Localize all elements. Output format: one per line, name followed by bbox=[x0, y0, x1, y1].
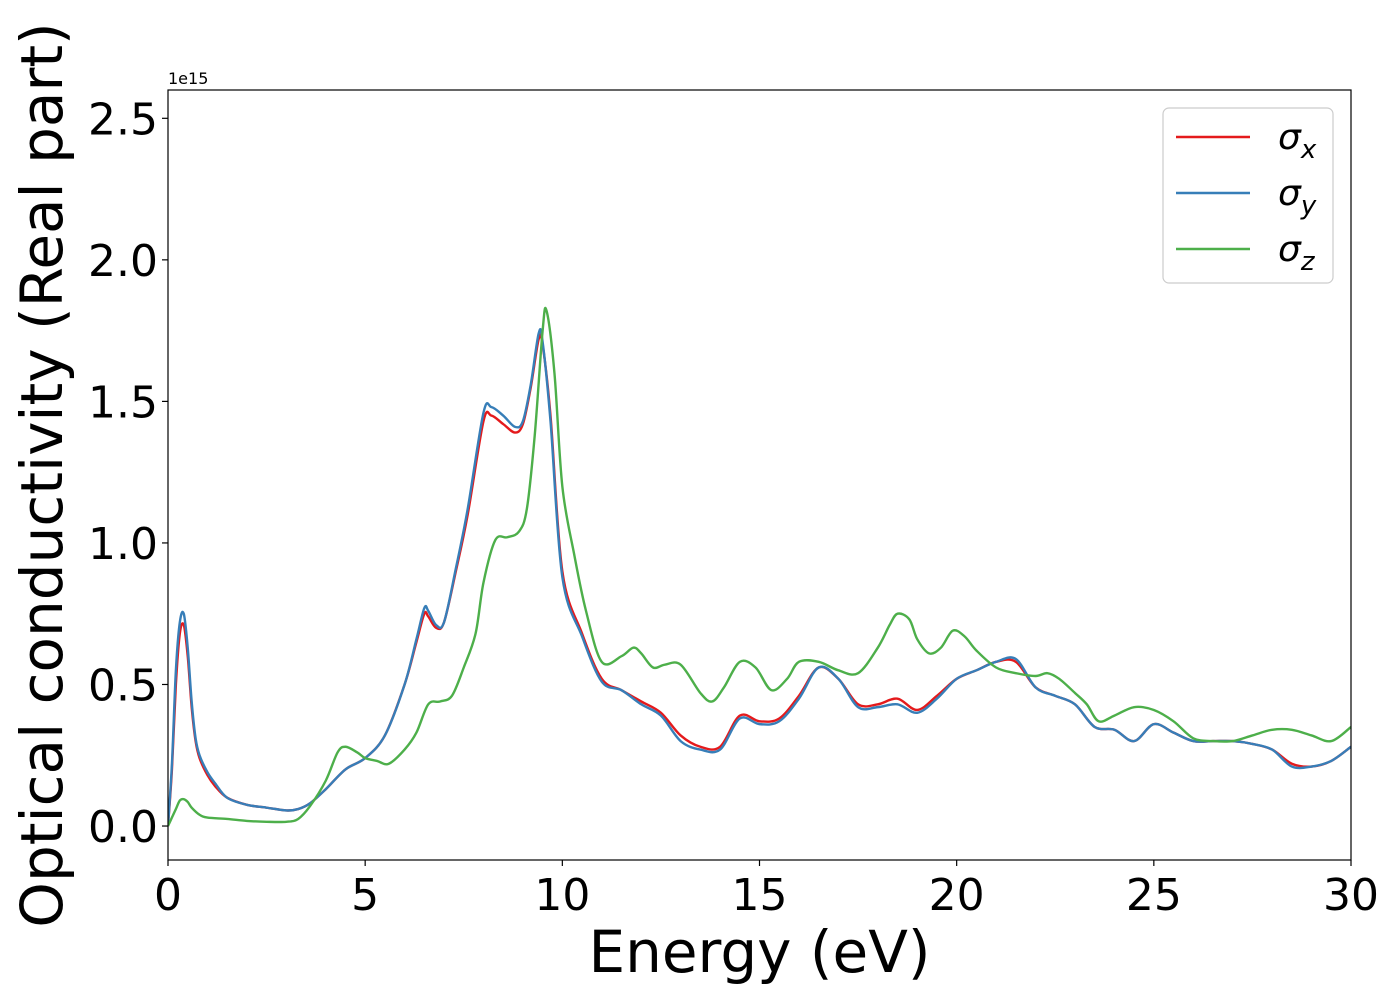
series-line-z bbox=[168, 306, 1351, 827]
y-tick-label: 0.5 bbox=[88, 660, 158, 711]
legend-label-z: σz bbox=[1278, 229, 1316, 277]
legend-symbol: σ bbox=[1278, 173, 1302, 214]
x-tick-label: 25 bbox=[1126, 870, 1182, 921]
x-tick-label: 20 bbox=[929, 870, 985, 921]
x-axis-title: Energy (eV) bbox=[588, 918, 930, 986]
x-tick-label: 5 bbox=[351, 870, 379, 921]
y-tick-label: 2.5 bbox=[88, 94, 158, 145]
legend-subscript: x bbox=[1300, 135, 1317, 165]
legend-symbol: σ bbox=[1278, 229, 1302, 270]
x-tick-label: 30 bbox=[1323, 870, 1379, 921]
series-layer bbox=[168, 306, 1351, 827]
y-tick-label: 2.0 bbox=[88, 236, 158, 287]
y-tick-label: 1.5 bbox=[88, 377, 158, 428]
y-tick-label: 1.0 bbox=[88, 519, 158, 570]
legend-label-x: σx bbox=[1278, 117, 1317, 165]
y-axis: 0.0 0.5 1.0 1.5 2.0 2.5 bbox=[88, 94, 168, 853]
legend-subscript: z bbox=[1300, 247, 1316, 277]
legend-label-y: σy bbox=[1278, 173, 1317, 221]
legend-symbol: σ bbox=[1278, 117, 1302, 158]
y-axis-offset-label: 1e15 bbox=[168, 69, 208, 88]
x-tick-label: 0 bbox=[154, 870, 182, 921]
x-axis: 0 5 10 15 20 25 30 bbox=[154, 860, 1379, 921]
series-line-y bbox=[168, 327, 1351, 827]
y-axis-title: Optical conductivity (Real part) bbox=[8, 22, 76, 927]
y-tick-label: 0.0 bbox=[88, 802, 158, 853]
x-tick-label: 15 bbox=[732, 870, 788, 921]
legend-subscript: y bbox=[1300, 191, 1317, 221]
legend-box bbox=[1162, 107, 1334, 284]
x-tick-label: 10 bbox=[534, 870, 590, 921]
series-line-x bbox=[168, 333, 1351, 827]
